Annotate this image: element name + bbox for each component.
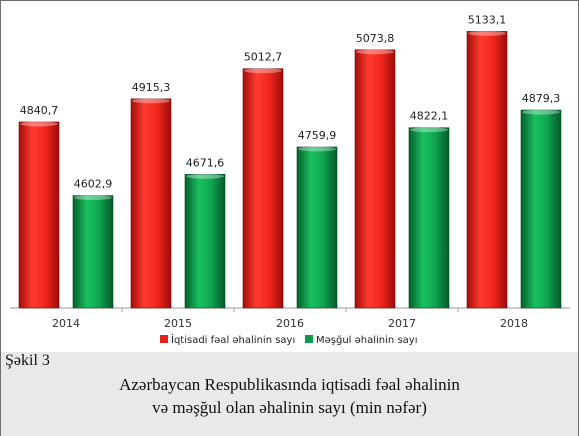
legend-swatch — [160, 335, 168, 343]
bar-active-population-2017 — [354, 49, 396, 309]
bar-chart: 4840,7 4602,9 4915,3 4671,6 5012,7 4759,9 5073… — [10, 13, 570, 346]
bar-employed-population-2016 — [296, 146, 338, 309]
bar-highlight — [74, 195, 112, 201]
caption-panel — [1, 352, 578, 436]
data-label: 4671,6 — [186, 156, 225, 169]
bar-highlight — [186, 173, 224, 179]
x-tick-label: 2014 — [52, 317, 80, 330]
bar-highlight — [244, 68, 282, 74]
data-label: 5133,1 — [468, 13, 507, 26]
bar-highlight — [20, 121, 58, 127]
data-label: 5073,8 — [356, 32, 395, 45]
bar-active-population-2018 — [466, 31, 508, 309]
x-tick-label: 2017 — [388, 317, 416, 330]
bar-highlight — [356, 49, 394, 55]
legend-item-active-population: İqtisadi fəal əhalinin sayı — [160, 333, 295, 346]
x-tick-label: 2018 — [500, 317, 528, 330]
bar-employed-population-2018 — [520, 109, 562, 309]
data-label: 4915,3 — [132, 81, 171, 94]
legend: İqtisadi fəal əhalinin sayı Məşğul əhalin… — [160, 333, 417, 346]
bar-active-population-2014 — [18, 121, 60, 309]
legend-label: Məşğul əhalinin sayı — [316, 334, 417, 346]
data-label: 4879,3 — [522, 92, 561, 105]
bar-highlight — [468, 30, 506, 36]
data-label: 4840,7 — [20, 104, 59, 117]
bar-highlight — [522, 109, 560, 115]
x-tick-label: 2016 — [276, 317, 304, 330]
legend-label: İqtisadi fəal əhalinin sayı — [171, 333, 295, 346]
legend-item-employed-population: Məşğul əhalinin sayı — [305, 334, 417, 346]
bar-active-population-2015 — [130, 98, 172, 309]
bar-highlight — [298, 146, 336, 152]
data-label: 5012,7 — [244, 51, 283, 64]
data-labels-layer: 4840,7 4602,9 4915,3 4671,6 5012,7 4759,9 5073… — [20, 13, 561, 190]
bar-active-population-2016 — [242, 68, 284, 309]
data-label: 4822,1 — [410, 110, 449, 123]
figure-caption-line-1: Azərbaycan Respublikasında iqtisadi fəal… — [119, 375, 460, 394]
data-label: 4759,9 — [298, 129, 337, 142]
bar-highlight — [132, 98, 170, 104]
bar-employed-population-2014 — [72, 195, 114, 309]
figure-number: Şəkil 3 — [5, 352, 50, 369]
figure-caption-line-2: və məşğul olan əhalinin sayı (min nəfər) — [152, 398, 427, 417]
bar-highlight — [410, 127, 448, 133]
data-label: 4602,9 — [74, 178, 113, 191]
legend-swatch — [305, 335, 313, 343]
bar-employed-population-2017 — [408, 127, 450, 309]
x-tick-labels-layer: 2014 2015 2016 2017 2018 — [52, 308, 528, 330]
bars-layer — [18, 30, 562, 309]
x-tick-label: 2015 — [164, 317, 192, 330]
bar-employed-population-2015 — [184, 174, 226, 309]
